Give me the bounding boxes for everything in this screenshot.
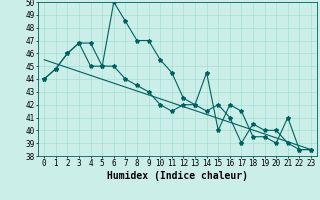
X-axis label: Humidex (Indice chaleur): Humidex (Indice chaleur) <box>107 171 248 181</box>
